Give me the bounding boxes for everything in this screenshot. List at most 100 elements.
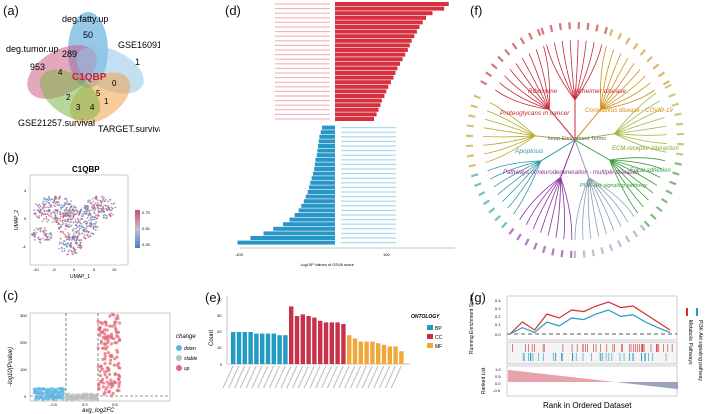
volcano-point-up	[118, 337, 122, 342]
umap-cell	[47, 199, 50, 201]
tree-leaf-branch	[574, 40, 579, 101]
umap-cell	[49, 199, 52, 201]
gsea-ranked-bar	[512, 370, 514, 382]
umap-cell	[54, 214, 57, 217]
umap-cell	[62, 206, 64, 209]
umap-cell	[51, 221, 54, 224]
umap-cell	[102, 214, 105, 217]
go-bar-bp	[283, 335, 288, 364]
umap-cell	[88, 219, 91, 222]
tree-leaf-branch	[609, 159, 658, 186]
umap-xtick: 0	[73, 267, 76, 272]
tree-gene-label	[665, 189, 673, 195]
gsea-ranked-bar	[554, 375, 556, 382]
gsea-ranked-frame	[506, 365, 678, 397]
umap-cell	[63, 243, 66, 246]
gsva-bar-negative	[298, 208, 335, 213]
go-bar-mf	[399, 351, 404, 364]
umap-cell	[59, 219, 61, 222]
umap-cell	[55, 220, 58, 223]
gsva-bar-positive	[335, 57, 403, 62]
volcano-point-down	[46, 397, 50, 401]
tree-branch	[535, 135, 576, 141]
umap-cell	[66, 224, 69, 227]
tree-leaf-branch	[600, 57, 629, 110]
tree-gene-label	[674, 162, 682, 166]
umap-cell	[60, 225, 63, 228]
volcano-point-up	[103, 362, 107, 366]
volcano-points	[32, 312, 122, 402]
gsea-ranked-bar	[572, 377, 574, 382]
gsea-ranked-bar	[606, 381, 608, 382]
tree-leaf-branch	[528, 53, 550, 110]
venn-set-gse21257	[39, 69, 101, 121]
gsea-ranked-bar	[532, 372, 534, 382]
gsea-ranked-bar	[642, 382, 644, 386]
umap-cell	[102, 216, 105, 219]
umap-cell	[72, 216, 75, 219]
gsva-term-label	[341, 242, 396, 244]
umap-cell	[64, 218, 67, 221]
tree-leaf-branch	[543, 45, 551, 110]
umap-cell	[69, 202, 72, 205]
umap-cell	[71, 217, 74, 220]
tree-gene-label	[519, 37, 526, 45]
tree-leaf-branch	[515, 63, 550, 110]
pathway-focal-adhesion: Focal adhesion	[630, 168, 671, 174]
volcano-point-down	[54, 390, 58, 394]
gsea-ranked-bar	[564, 376, 566, 382]
umap-cell	[68, 210, 71, 213]
venn-count-0: 0	[112, 79, 117, 88]
umap-cell	[87, 214, 90, 217]
gsva-term-label	[341, 127, 396, 129]
gsva-bar-positive	[335, 38, 412, 43]
umap-cell	[50, 236, 53, 239]
tree-leaf-branch	[574, 44, 603, 101]
umap-cell	[87, 236, 90, 239]
tree-branch	[540, 139, 576, 162]
gsea-ranked-bar	[522, 371, 524, 382]
go-term-label	[367, 365, 379, 389]
umap-cell	[40, 227, 43, 230]
umap-cell	[104, 204, 106, 207]
tree-gene-label	[600, 246, 605, 255]
umap-cell	[92, 218, 95, 221]
tree-gene-label	[591, 249, 595, 257]
volcano-point-down	[43, 394, 47, 398]
volcano-ytick: 100	[20, 367, 27, 372]
gsea-ranked-bar	[584, 378, 586, 382]
go-ytick: 40	[217, 297, 222, 302]
gsva-bar-positive	[335, 15, 426, 20]
umap-cell	[74, 218, 77, 221]
umap-cell	[79, 241, 82, 244]
umap-cell	[39, 208, 42, 211]
umap-cell	[33, 234, 35, 236]
gsva-term-label	[275, 58, 330, 60]
umap-cell	[54, 202, 57, 205]
umap-cell	[58, 227, 60, 229]
umap-cell	[107, 200, 109, 203]
go-legend-swatch-cc	[427, 334, 433, 339]
umap-cell	[59, 212, 62, 215]
gsva-bar-positive	[335, 2, 449, 6]
tree-gene-label	[528, 32, 533, 40]
umap-cell	[89, 232, 92, 235]
umap-cell	[34, 212, 37, 215]
go-ytick: 0	[220, 362, 223, 367]
volcano-point-stable	[90, 392, 93, 396]
gsva-bar-negative	[312, 171, 335, 176]
go-bar-cc	[341, 324, 346, 364]
umap-cell	[71, 252, 74, 255]
umap-cell	[55, 210, 58, 213]
volcano-point-up	[110, 324, 114, 328]
gsva-term-label	[341, 219, 396, 221]
umap-cell	[70, 205, 73, 208]
gsva-bar-negative	[301, 203, 335, 208]
umap-cell	[51, 198, 54, 201]
gsea-ranked-bar	[578, 377, 580, 382]
umap-cell	[42, 213, 45, 216]
umap-cell	[96, 226, 99, 228]
umap-cell	[111, 207, 114, 210]
umap-cell	[43, 227, 46, 230]
gsva-term-label	[275, 54, 330, 56]
